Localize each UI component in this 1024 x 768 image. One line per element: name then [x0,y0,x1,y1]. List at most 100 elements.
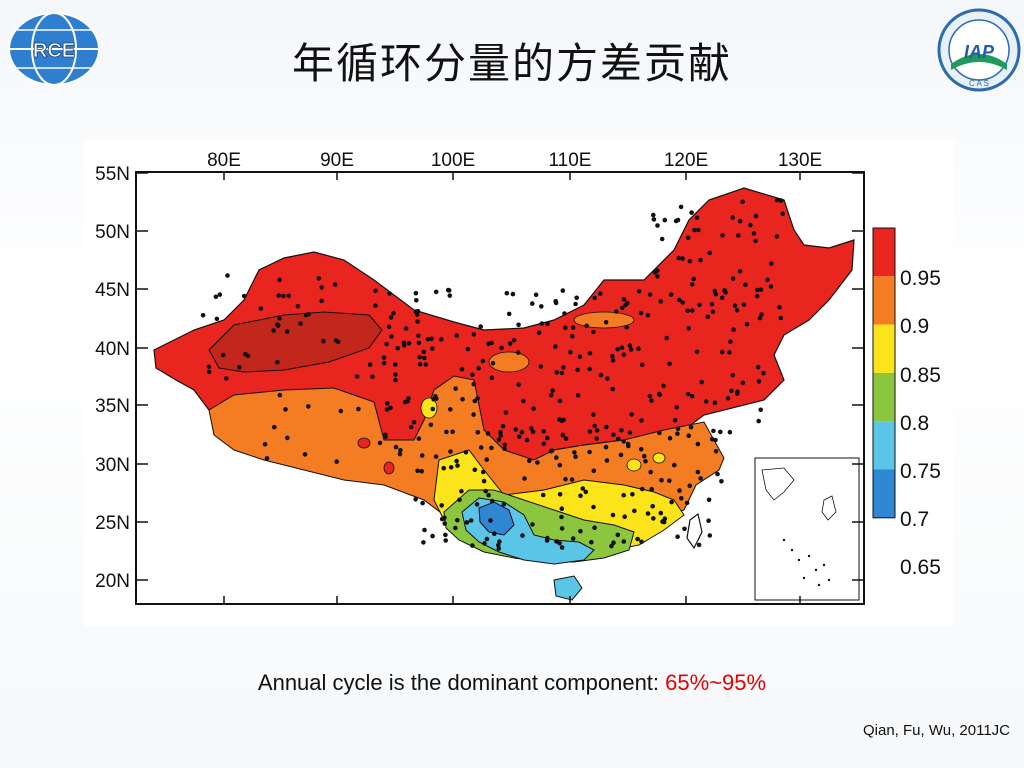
station-dot [395,346,401,351]
station-dot [403,326,409,331]
station-dot [499,345,504,351]
station-dot [510,291,516,297]
station-dot [442,521,448,526]
station-dot [630,492,635,497]
station-dot [697,302,702,308]
station-dot [647,393,653,399]
station-dot [778,198,784,203]
station-dot [756,379,762,384]
station-dot [594,436,599,441]
lat-label: 35N [95,396,130,417]
station-dot [464,520,470,525]
station-dot [367,362,373,367]
station-dot [718,429,723,435]
station-dot [319,285,324,290]
latitude-labels: 55N 50N 45N 40N 35N 30N 25N 20N [95,164,130,592]
station-dot [674,405,679,410]
station-dot [455,463,460,468]
station-dot [501,502,507,507]
station-dot [478,445,484,450]
station-dot [635,536,640,542]
station-dot [748,222,753,228]
station-dot [559,545,565,550]
station-dot [780,211,786,217]
station-dot [610,386,615,392]
station-dot [570,334,575,339]
station-dot [524,437,530,443]
station-dot [568,349,573,355]
station-dot [572,450,577,455]
station-dot [621,492,626,498]
page-title: 年循环分量的方差贡献 [291,39,732,88]
colorbar-label: 0.95 [900,267,941,290]
station-dot [598,372,604,378]
colorbar-label: 0.75 [900,460,941,483]
station-dot [698,476,703,481]
station-dot [417,361,423,367]
station-dot [712,400,718,406]
station-dot [569,477,575,482]
station-dot [682,526,687,532]
station-dot [496,437,502,443]
station-dot [448,449,453,454]
station-dot [769,261,774,266]
station-dot [502,442,508,448]
station-dot [705,314,711,320]
station-dot [413,497,418,502]
station-dot [306,404,311,409]
station-dot [559,506,565,512]
station-dot [489,340,495,346]
station-dot [377,440,383,446]
colorbar-segment [873,228,895,277]
station-dot [743,282,748,287]
station-dot [277,392,283,398]
station-dot [519,429,525,435]
station-dot [541,441,547,447]
station-dot [574,295,579,301]
station-dot [621,539,627,544]
station-dot [527,458,532,464]
colorbar-segment [873,276,895,325]
station-dot [756,418,761,424]
region-blue [478,501,515,536]
station-dot [415,468,420,474]
station-dot [488,518,493,523]
station-dot [414,298,419,303]
station-dot [755,364,761,370]
station-dot [393,372,398,377]
station-dot [758,407,763,413]
station-dot [636,288,642,294]
station-dot [472,467,478,473]
station-dot [302,452,308,457]
station-dot [544,538,550,543]
station-dot [720,233,725,238]
station-dot [214,316,220,322]
station-dot [755,287,760,293]
caption-highlight: 65%~95% [665,670,767,695]
lat-label: 30N [95,455,130,476]
station-dot [589,539,594,545]
lon-label: 90E [320,150,354,171]
station-dot [594,428,600,433]
station-dot [667,361,672,367]
station-dot [587,366,592,372]
station-dot [539,304,544,309]
station-dot [737,218,743,224]
station-dot [694,349,700,355]
station-dot [416,436,422,441]
station-dot [548,448,554,454]
station-dot [433,289,439,295]
station-dot [200,313,206,318]
station-dot [604,424,609,430]
station-dot [688,424,694,430]
station-dot [662,217,668,223]
station-dot [759,312,764,317]
caption-text: Annual cycle is the dominant component: [257,670,666,695]
station-dot [281,293,286,299]
station-dot [272,424,277,430]
station-dot [441,465,447,471]
station-dot [522,476,527,481]
station-dot [629,412,634,417]
station-dot [648,469,653,475]
station-dot [516,382,521,387]
